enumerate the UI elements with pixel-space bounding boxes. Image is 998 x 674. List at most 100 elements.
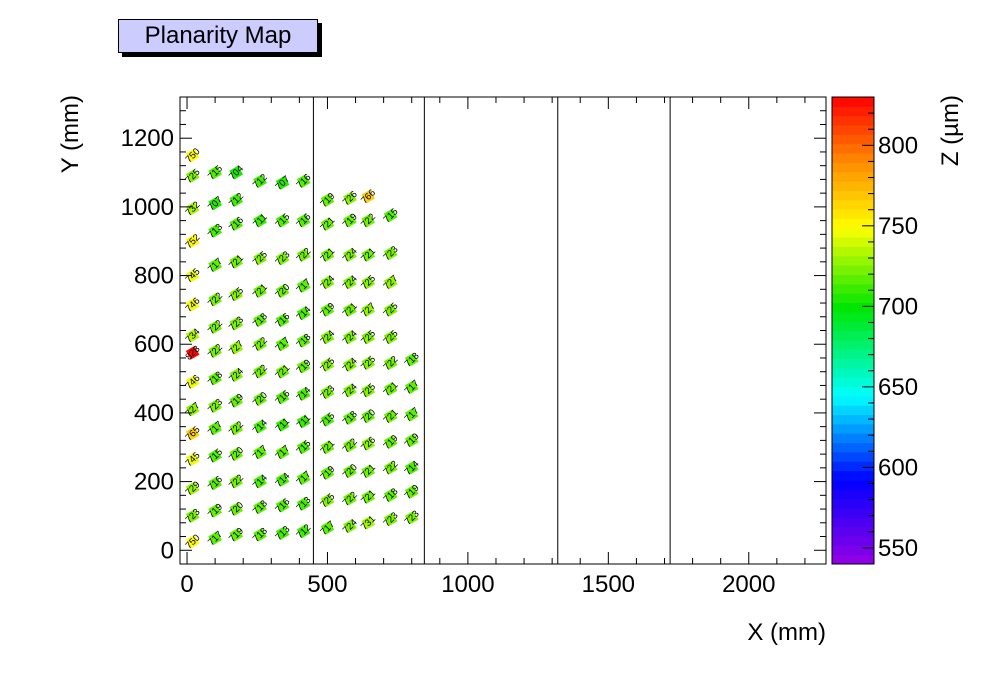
data-point-label: 715 — [294, 438, 313, 457]
data-point-label: 715 — [206, 163, 225, 182]
data-point-label: 722 — [251, 363, 270, 382]
data-point-marker — [343, 330, 357, 345]
data-point-marker — [404, 380, 419, 394]
data-point-label: 711 — [295, 413, 313, 431]
data-point-label: 723 — [206, 397, 225, 416]
data-point-label: 721 — [341, 301, 360, 320]
data-point-marker — [383, 409, 398, 424]
data-point-label: 721 — [318, 438, 337, 457]
data-point-label: 719 — [227, 392, 246, 411]
data-point-marker — [383, 303, 398, 317]
data-point-label: 716 — [273, 388, 292, 407]
data-point-marker — [343, 213, 357, 228]
colorbar-tick-label: 700 — [878, 293, 918, 320]
data-point-marker — [383, 330, 398, 345]
data-point-label: 722 — [382, 354, 401, 373]
data-point-label: 716 — [227, 215, 246, 234]
data-point-label: 718 — [403, 351, 422, 370]
data-point-label: 717 — [273, 335, 292, 354]
data-point-marker — [343, 303, 357, 317]
data-point-marker — [253, 313, 267, 328]
data-point-label: 717 — [273, 443, 292, 462]
data-point-marker — [404, 352, 419, 367]
data-point-label: 717 — [206, 256, 225, 275]
colorbar-band — [832, 395, 874, 406]
data-point-marker — [383, 356, 398, 370]
colorbar-band — [832, 358, 874, 369]
data-point-label: 724 — [318, 328, 337, 347]
colorbar-tick-label: 550 — [878, 535, 918, 562]
data-point-marker — [320, 248, 335, 262]
data-point-marker — [361, 248, 376, 262]
colorbar-band — [832, 339, 874, 350]
data-point-label: 718 — [251, 311, 270, 330]
colorbar-band — [832, 442, 874, 453]
data-point-marker — [185, 534, 200, 549]
data-point-marker — [383, 382, 398, 396]
data-point-marker — [253, 392, 267, 407]
data-point-marker — [208, 371, 222, 386]
y-tick-label: 1000 — [121, 194, 174, 221]
data-point-marker — [343, 248, 357, 262]
data-point-marker — [383, 275, 398, 290]
colorbar-band — [832, 255, 874, 266]
data-point-marker — [275, 251, 290, 266]
data-point-label: 725 — [183, 167, 202, 186]
colorbar-band — [832, 246, 874, 257]
data-point-marker — [275, 498, 290, 513]
data-point-label: 722 — [294, 246, 313, 265]
data-point-marker — [185, 375, 200, 389]
data-point-label: 734 — [183, 327, 202, 346]
plot-frame — [179, 96, 827, 565]
colorbar-band — [832, 293, 874, 303]
data-point-label: 719 — [294, 357, 313, 376]
chart-title: Planarity Map — [118, 19, 318, 53]
data-point-marker — [383, 461, 398, 475]
data-point-label: 715 — [206, 447, 225, 466]
data-point-label: 722 — [359, 211, 378, 230]
data-point-marker — [208, 224, 222, 238]
data-point-marker — [253, 337, 267, 352]
data-point-label: 721 — [359, 488, 378, 507]
data-point-marker — [383, 435, 398, 449]
data-point-label: 719 — [382, 433, 401, 452]
data-point-label: 722 — [251, 335, 270, 354]
colorbar-tick-label: 800 — [878, 132, 918, 159]
colorbar-band — [832, 517, 874, 528]
data-point-label: 717 — [403, 405, 422, 424]
data-point-marker — [253, 527, 267, 542]
data-point-marker — [320, 275, 335, 290]
data-point-label: 712 — [227, 191, 246, 210]
data-point-label: 750 — [183, 146, 202, 165]
colorbar-band — [832, 143, 874, 154]
y-axis-label: Y (mm) — [57, 95, 84, 173]
data-point-marker — [343, 438, 357, 453]
colorbar-band — [832, 498, 874, 509]
data-point-label: 719 — [318, 464, 337, 483]
data-point-marker — [296, 471, 311, 485]
data-point-marker — [229, 217, 244, 231]
data-point-label: 718 — [206, 369, 225, 388]
data-point-marker — [208, 292, 222, 307]
data-point-marker — [361, 409, 376, 424]
data-point-label: 714 — [294, 304, 313, 323]
colorbar-band — [832, 171, 874, 182]
data-point-label: 721 — [318, 215, 337, 234]
y-tick-label: 800 — [134, 263, 174, 290]
data-point-label: 721 — [273, 363, 292, 382]
data-point-label: 723 — [382, 244, 401, 263]
colorbar-band — [832, 545, 874, 556]
data-point-label: 717 — [294, 469, 313, 488]
data-point-label: 717 — [206, 529, 225, 548]
data-point-label: 714 — [294, 385, 313, 404]
data-point-label: 727 — [183, 400, 202, 419]
data-point-label: 724 — [341, 273, 360, 292]
data-point-label: 718 — [341, 409, 360, 428]
data-point-label: 725 — [227, 285, 246, 304]
colorbar-band — [832, 433, 874, 444]
data-point-marker — [253, 364, 267, 379]
data-point-marker — [404, 433, 419, 448]
colorbar-band — [832, 367, 874, 378]
data-point-label: 717 — [318, 519, 337, 538]
